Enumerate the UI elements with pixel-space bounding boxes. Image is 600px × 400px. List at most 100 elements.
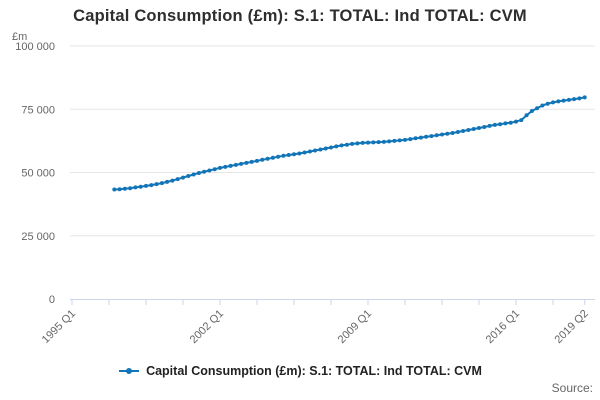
data-point-marker[interactable] bbox=[249, 159, 254, 164]
data-point-marker[interactable] bbox=[519, 118, 524, 123]
data-point-marker[interactable] bbox=[202, 169, 207, 174]
data-point-marker[interactable] bbox=[218, 165, 222, 170]
data-point-marker[interactable] bbox=[170, 178, 175, 183]
data-point-marker[interactable] bbox=[498, 122, 503, 127]
data-point-marker[interactable] bbox=[556, 99, 561, 104]
data-point-marker[interactable] bbox=[445, 131, 450, 136]
x-axis-line-and-ticks bbox=[70, 299, 595, 305]
data-point-marker[interactable] bbox=[212, 167, 217, 172]
data-point-marker[interactable] bbox=[117, 187, 122, 192]
y-tick-label: 75 000 bbox=[21, 104, 55, 116]
data-point-marker[interactable] bbox=[255, 158, 259, 163]
data-point-marker[interactable] bbox=[265, 156, 270, 161]
data-point-marker[interactable] bbox=[482, 125, 487, 129]
legend-marker-dot bbox=[126, 368, 133, 374]
data-point-marker[interactable] bbox=[561, 98, 566, 103]
data-point-marker[interactable] bbox=[418, 135, 423, 140]
data-point-marker[interactable] bbox=[582, 95, 587, 100]
data-point-marker[interactable] bbox=[138, 184, 143, 189]
data-point-marker[interactable] bbox=[244, 160, 249, 165]
data-point-marker[interactable] bbox=[577, 96, 582, 101]
data-point-marker[interactable] bbox=[487, 123, 492, 128]
data-point-marker[interactable] bbox=[334, 144, 339, 149]
data-point-marker[interactable] bbox=[461, 129, 466, 133]
data-point-marker[interactable] bbox=[397, 138, 402, 143]
data-point-marker[interactable] bbox=[292, 152, 296, 157]
data-point-marker[interactable] bbox=[376, 140, 381, 145]
data-point-marker[interactable] bbox=[133, 185, 138, 190]
data-point-marker[interactable] bbox=[413, 136, 418, 141]
data-point-marker[interactable] bbox=[535, 106, 540, 111]
data-point-marker[interactable] bbox=[281, 153, 286, 158]
data-point-marker[interactable] bbox=[429, 134, 434, 139]
data-point-marker[interactable] bbox=[276, 154, 281, 159]
y-tick-label: 0 bbox=[49, 294, 55, 306]
data-point-marker[interactable] bbox=[392, 138, 397, 143]
data-point-marker[interactable] bbox=[424, 134, 429, 139]
data-point-marker[interactable] bbox=[286, 153, 291, 157]
data-point-marker[interactable] bbox=[381, 139, 386, 144]
data-point-marker[interactable] bbox=[540, 103, 545, 108]
data-point-marker[interactable] bbox=[514, 119, 518, 124]
legend-line-marker-icon bbox=[119, 368, 140, 374]
data-point-marker[interactable] bbox=[545, 101, 550, 106]
data-point-marker[interactable] bbox=[313, 148, 318, 153]
data-point-marker[interactable] bbox=[307, 149, 312, 154]
data-point-marker[interactable] bbox=[450, 131, 455, 135]
data-point-marker[interactable] bbox=[566, 97, 571, 102]
data-point-marker[interactable] bbox=[466, 128, 471, 132]
data-point-marker[interactable] bbox=[159, 181, 164, 186]
data-point-marker[interactable] bbox=[196, 171, 201, 175]
data-point-marker[interactable] bbox=[366, 140, 370, 145]
data-point-marker[interactable] bbox=[260, 157, 265, 162]
data-point-marker[interactable] bbox=[270, 155, 275, 160]
series-line[interactable] bbox=[113, 96, 586, 191]
data-point-marker[interactable] bbox=[239, 161, 244, 166]
data-point-marker[interactable] bbox=[529, 109, 534, 113]
data-point-marker[interactable] bbox=[440, 132, 444, 137]
data-point-marker[interactable] bbox=[551, 100, 555, 105]
data-point-marker[interactable] bbox=[154, 182, 159, 187]
data-point-marker[interactable] bbox=[360, 140, 365, 145]
x-tick-label: 2016 Q1 bbox=[484, 308, 522, 346]
data-point-marker[interactable] bbox=[122, 186, 127, 191]
data-point-marker[interactable] bbox=[344, 142, 349, 147]
data-point-marker[interactable] bbox=[572, 97, 577, 102]
data-point-marker[interactable] bbox=[492, 122, 497, 127]
data-point-marker[interactable] bbox=[302, 150, 307, 155]
data-point-marker[interactable] bbox=[318, 147, 323, 152]
data-point-marker[interactable] bbox=[223, 164, 228, 169]
data-point-marker[interactable] bbox=[329, 145, 333, 150]
data-point-marker[interactable] bbox=[186, 174, 191, 178]
legend-item-capital-consumption[interactable]: Capital Consumption (£m): S.1: TOTAL: In… bbox=[0, 364, 600, 378]
data-point-marker[interactable] bbox=[144, 183, 148, 188]
data-point-marker[interactable] bbox=[339, 143, 344, 148]
data-point-marker[interactable] bbox=[175, 177, 180, 182]
y-tick-label: 25 000 bbox=[21, 231, 55, 243]
data-point-marker[interactable] bbox=[508, 120, 513, 125]
data-point-marker[interactable] bbox=[503, 121, 508, 126]
data-point-marker[interactable] bbox=[207, 168, 212, 173]
data-point-marker[interactable] bbox=[387, 139, 392, 144]
series-capital-consumption[interactable] bbox=[112, 95, 587, 192]
data-point-marker[interactable] bbox=[112, 187, 117, 192]
data-point-marker[interactable] bbox=[233, 162, 238, 167]
data-point-marker[interactable] bbox=[297, 151, 302, 156]
data-point-marker[interactable] bbox=[228, 163, 233, 168]
data-point-marker[interactable] bbox=[434, 133, 439, 138]
data-point-marker[interactable] bbox=[455, 130, 460, 134]
data-point-marker[interactable] bbox=[403, 137, 407, 142]
data-point-marker[interactable] bbox=[350, 141, 355, 146]
data-point-marker[interactable] bbox=[181, 175, 185, 180]
data-point-marker[interactable] bbox=[128, 186, 133, 191]
data-point-marker[interactable] bbox=[471, 127, 476, 131]
data-point-marker[interactable] bbox=[371, 140, 376, 145]
data-point-marker[interactable] bbox=[165, 179, 170, 184]
data-point-marker[interactable] bbox=[477, 126, 481, 130]
data-point-marker[interactable] bbox=[191, 172, 196, 177]
data-point-marker[interactable] bbox=[355, 141, 360, 146]
data-point-marker[interactable] bbox=[524, 113, 529, 118]
data-point-marker[interactable] bbox=[149, 183, 154, 188]
data-point-marker[interactable] bbox=[408, 137, 413, 142]
data-point-marker[interactable] bbox=[323, 146, 328, 151]
